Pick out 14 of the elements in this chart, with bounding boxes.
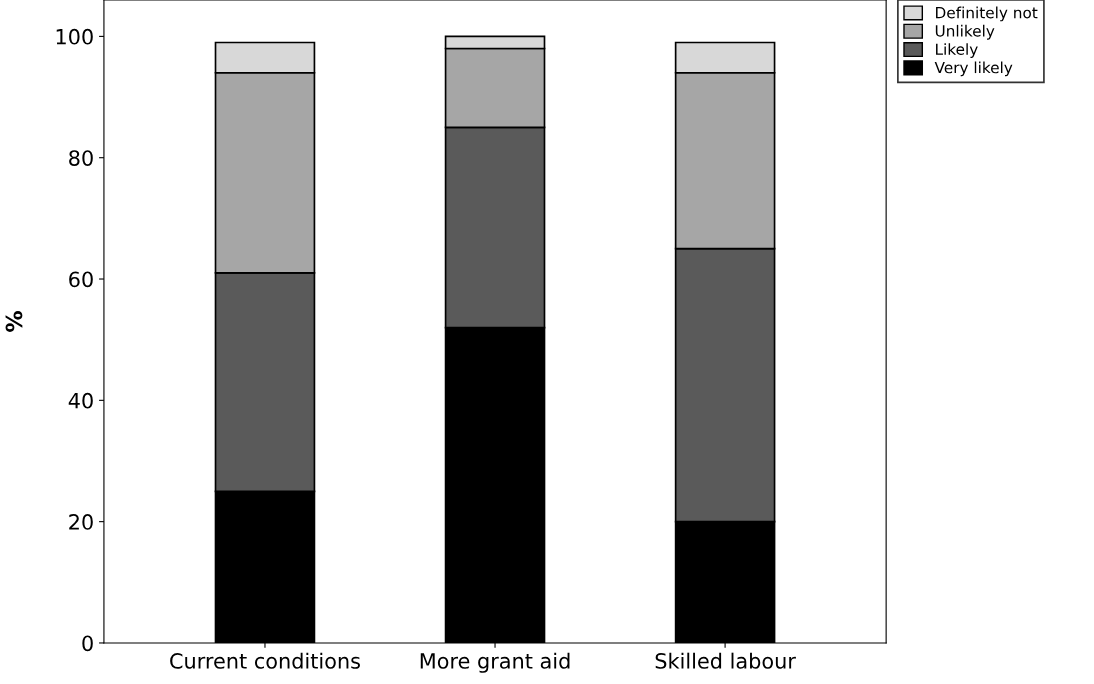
y-tick-label: 80: [69, 150, 93, 166]
legend-label: Unlikely: [935, 24, 995, 40]
y-axis-title: %: [5, 311, 23, 332]
y-tick-label: 20: [69, 514, 93, 530]
x-tick-label: More grant aid: [420, 652, 570, 673]
legend-label: Very likely: [934, 61, 1013, 77]
y-tick-label: 0: [82, 635, 93, 652]
y-tick-label: 40: [68, 392, 93, 409]
legend-label: Definitely not: [936, 6, 1038, 22]
legend-label: Likely: [936, 43, 978, 58]
y-tick-label: 60: [69, 271, 93, 288]
y-tick-label: 100: [56, 28, 93, 45]
x-tick-label: Current conditions: [170, 652, 360, 669]
x-tick-label: Skilled labour: [655, 652, 796, 669]
